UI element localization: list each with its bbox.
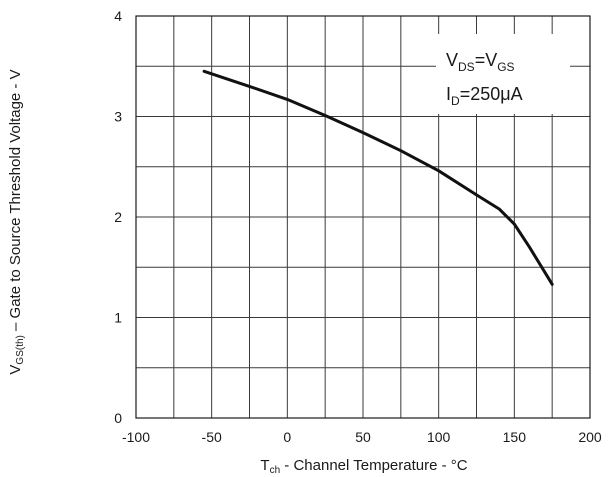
x-tick-label: 50	[355, 429, 371, 445]
x-tick-label: 100	[427, 429, 451, 445]
y-tick-labels: 0 1 2 3 4	[114, 8, 122, 426]
y-tick-label: 4	[114, 8, 122, 24]
annotation-id: ID=250μA	[446, 84, 523, 108]
threshold-voltage-curve	[202, 69, 554, 286]
x-tick-label: -50	[202, 429, 222, 445]
annotation-box	[436, 34, 570, 114]
y-tick-label: 0	[114, 410, 122, 426]
y-tick-label: 2	[114, 209, 122, 225]
plot-frame	[135, 15, 591, 419]
x-tick-label: 0	[283, 429, 291, 445]
horizontal-gridlines	[136, 65, 590, 369]
x-tick-label: 150	[503, 429, 527, 445]
y-axis-label: VGS(th) – Gate to Source Threshold Volta…	[7, 69, 26, 374]
y-tick-label: 1	[114, 310, 122, 326]
x-tick-labels: -100 -50 0 50 100 150 200	[122, 429, 602, 445]
y-tick-label: 3	[114, 109, 122, 125]
x-axis-label: Tch - Channel Temperature - °C	[260, 457, 467, 476]
x-tick-label: -100	[122, 429, 150, 445]
annotation-vds-vgs: VDS=VGS	[446, 50, 515, 74]
x-tick-label: 200	[578, 429, 602, 445]
